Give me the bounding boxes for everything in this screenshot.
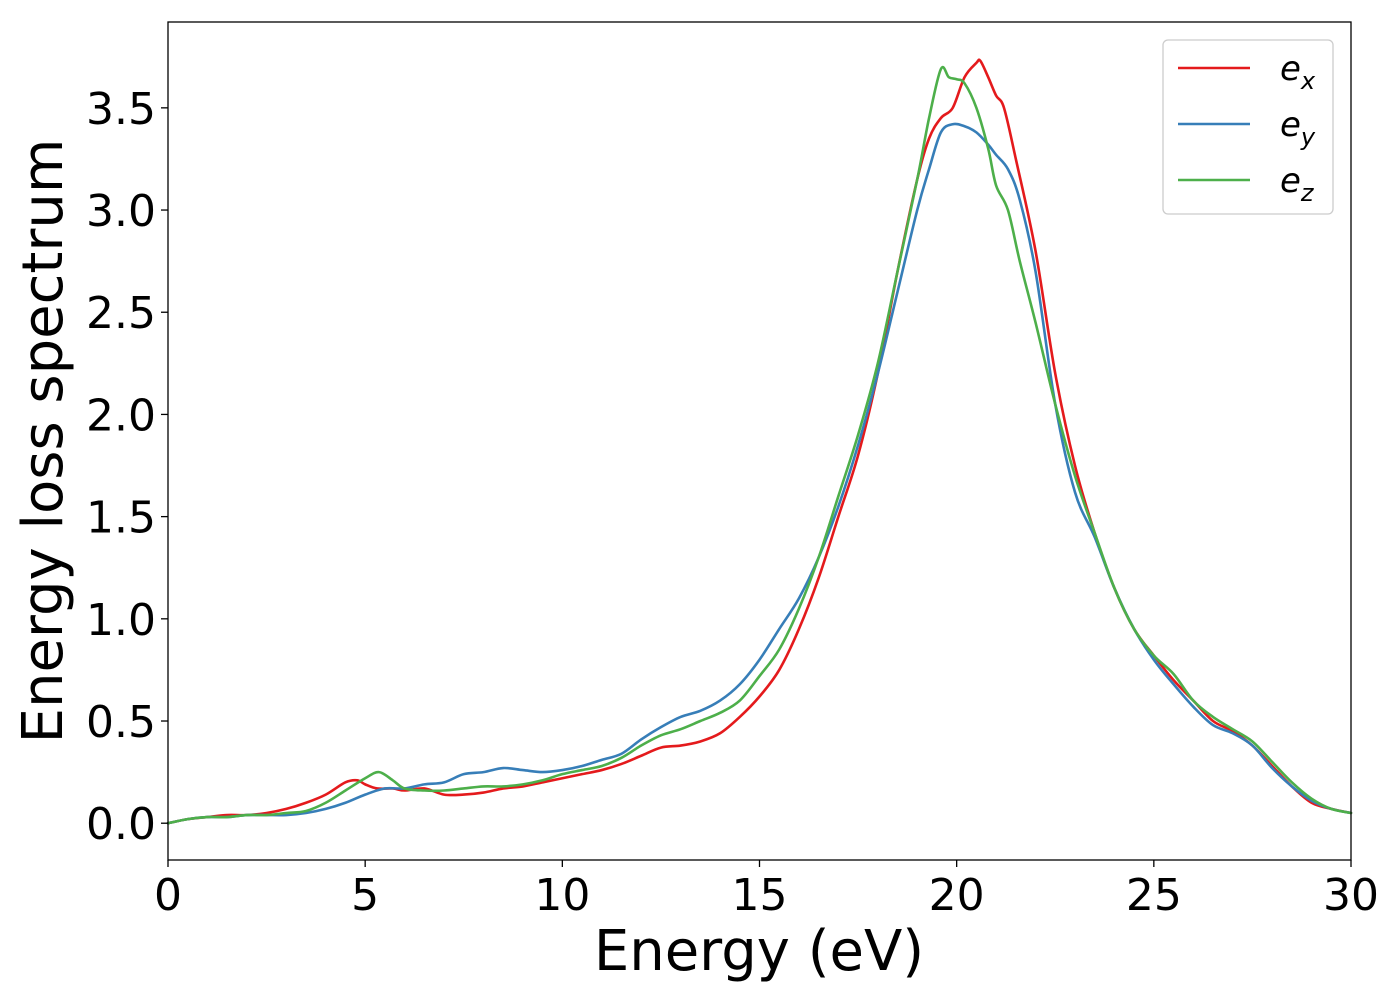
- x-axis: 0 5 10 15 20 25 30: [154, 860, 1379, 921]
- legend-box: [1162, 39, 1334, 215]
- x-tick-label: 20: [929, 870, 985, 921]
- x-tick-label: 0: [154, 870, 182, 921]
- series-layer: [166, 58, 1353, 825]
- y-tick-label: 1.5: [86, 493, 156, 544]
- x-tick-label: 5: [351, 870, 379, 921]
- y-tick-label: 0.0: [86, 799, 156, 850]
- y-tick-label: 3.5: [86, 84, 156, 135]
- x-tick-label: 10: [534, 870, 590, 921]
- series-line-z: [166, 65, 1353, 825]
- y-tick-label: 3.0: [86, 186, 156, 237]
- y-axis-title: Energy loss spectrum: [11, 139, 76, 744]
- x-tick-label: 30: [1323, 870, 1379, 921]
- y-tick-label: 0.5: [86, 697, 156, 748]
- x-tick-label: 25: [1126, 870, 1182, 921]
- y-tick-label: 1.0: [86, 595, 156, 646]
- y-tick-label: 2.0: [86, 390, 156, 441]
- x-tick-label: 15: [732, 870, 788, 921]
- legend-label-y: ey: [1280, 105, 1316, 151]
- plot-area-background: [168, 22, 1351, 860]
- x-axis-title: Energy (eV): [594, 919, 924, 984]
- y-axis: 0.0 0.5 1.0 1.5 2.0 2.5 3.0 3.5: [86, 84, 168, 850]
- y-tick-label: 2.5: [86, 288, 156, 339]
